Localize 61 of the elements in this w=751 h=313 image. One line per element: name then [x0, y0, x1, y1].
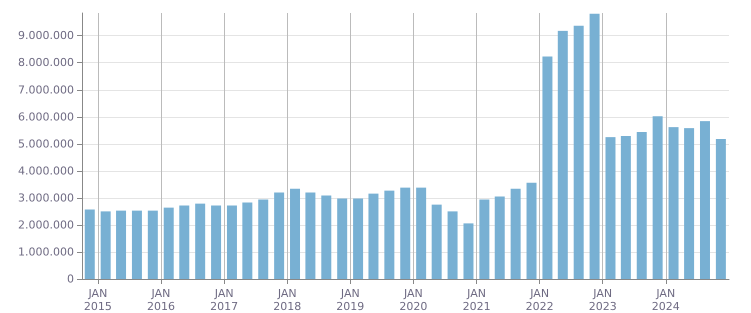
- bar: [305, 192, 316, 279]
- y-tick-label: 4.000.000: [18, 164, 74, 178]
- bar: [700, 121, 710, 279]
- bar: [558, 30, 568, 279]
- bar: [716, 138, 726, 279]
- bar: [605, 137, 616, 279]
- bar: [164, 208, 174, 279]
- bar: [668, 127, 679, 279]
- x-tick-label: JAN 2015: [84, 287, 112, 313]
- x-tick-label: JAN 2022: [526, 287, 554, 313]
- y-tick-label: 6.000.000: [18, 110, 74, 124]
- bar: [132, 210, 142, 279]
- bar: [510, 188, 521, 279]
- bar: [274, 192, 284, 279]
- bar: [321, 195, 332, 279]
- y-tick-label: 2.000.000: [18, 218, 74, 232]
- bar: [384, 190, 394, 279]
- bar: [636, 132, 647, 279]
- bar: [337, 198, 348, 279]
- bar: [195, 204, 206, 279]
- bar: [148, 210, 158, 279]
- bar: [416, 188, 426, 279]
- y-tick-label: 8.000.000: [18, 56, 74, 70]
- y-tick-label: 1.000.000: [18, 245, 74, 258]
- bar: [179, 205, 190, 279]
- x-tick-label: JAN 2020: [399, 287, 428, 313]
- x-tick-label: JAN 2017: [210, 287, 238, 313]
- bar: [463, 223, 474, 279]
- bar: [652, 116, 663, 279]
- bar: [526, 182, 537, 279]
- y-tick-label: 0: [67, 272, 74, 286]
- bar: [258, 200, 268, 279]
- bar: [574, 26, 584, 279]
- bar: [479, 200, 490, 279]
- x-tick-label: JAN 2024: [652, 287, 680, 313]
- bar: [620, 136, 631, 279]
- x-tick-label: JAN 2018: [273, 287, 302, 313]
- y-tick-label: 9.000.000: [18, 29, 74, 42]
- bar: [542, 56, 552, 279]
- bar: [353, 198, 364, 279]
- x-tick-label: JAN 2019: [336, 287, 364, 313]
- x-tick-label: JAN 2021: [462, 287, 491, 313]
- bar: [290, 188, 300, 279]
- y-tick-label: 5.000.000: [18, 137, 74, 150]
- bar: [400, 188, 410, 279]
- x-tick-label: JAN 2023: [588, 287, 617, 313]
- y-tick-label: 7.000.000: [18, 83, 74, 96]
- bar: [368, 194, 378, 279]
- bar: [432, 204, 442, 279]
- bar: [242, 202, 252, 279]
- bar: [494, 196, 505, 279]
- bar: [226, 205, 237, 279]
- y-tick-label: 3.000.000: [18, 191, 74, 204]
- bar: [684, 128, 694, 279]
- x-tick-label: JAN 2016: [146, 287, 175, 313]
- bar: [116, 210, 126, 279]
- bar: [84, 210, 95, 279]
- bar: [211, 205, 222, 279]
- bar: [100, 211, 111, 279]
- bar: [590, 14, 600, 279]
- bar: [448, 211, 458, 279]
